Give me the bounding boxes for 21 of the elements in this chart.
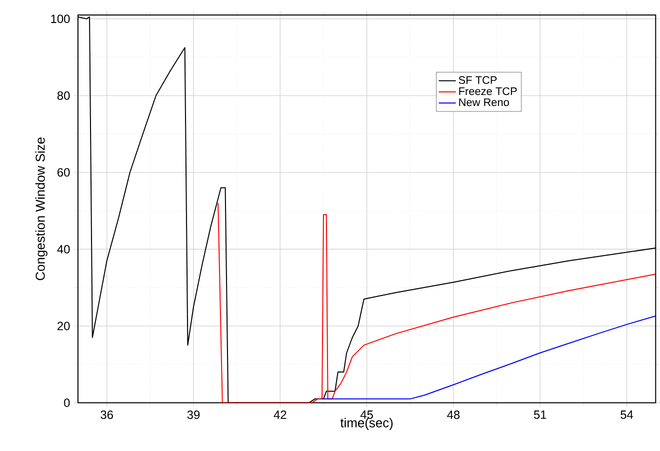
legend-label: Freeze TCP — [459, 87, 517, 96]
line-series — [322, 316, 656, 400]
legend-label: New Reno — [459, 98, 509, 106]
y-tick-label: 40 — [57, 245, 70, 254]
line-series — [218, 202, 656, 403]
x-tick-label: 39 — [187, 410, 200, 420]
line-series — [78, 16, 656, 403]
x-tick-label: 36 — [100, 410, 113, 420]
y-tick-label: 0 — [64, 398, 70, 408]
y-tick-label: 20 — [58, 322, 70, 330]
y-tick-label: 100 — [51, 14, 70, 24]
y-axis-title: Congestion Window Size — [35, 138, 48, 280]
y-tick-label: 80 — [57, 92, 70, 100]
x-tick-label: 48 — [447, 410, 460, 420]
y-tick-label: 60 — [58, 168, 70, 177]
x-axis-title: time(sec) — [340, 418, 393, 430]
legend-label: SF TCP — [458, 76, 497, 84]
x-tick-label: 45 — [360, 410, 373, 419]
x-tick-label: 54 — [620, 410, 634, 419]
x-tick-label: 51 — [534, 410, 546, 419]
x-tick-label: 42 — [274, 410, 286, 420]
